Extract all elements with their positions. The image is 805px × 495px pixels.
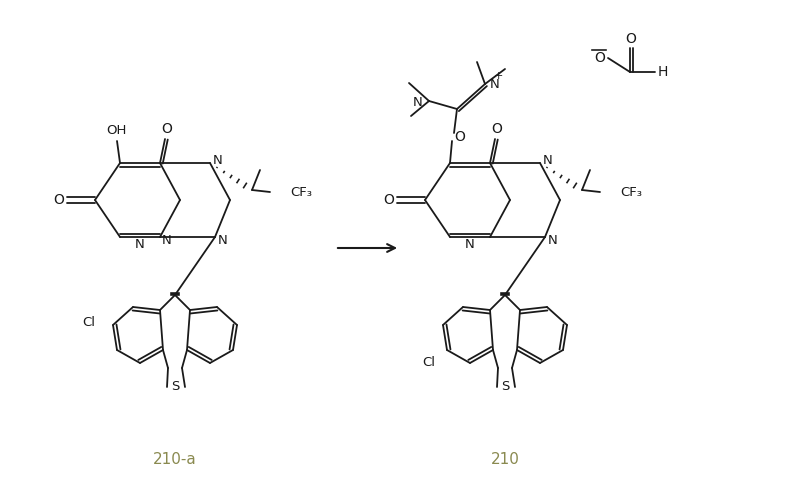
Text: S: S bbox=[501, 381, 510, 394]
Text: N: N bbox=[548, 235, 558, 248]
Text: N: N bbox=[490, 78, 500, 91]
Text: O: O bbox=[383, 193, 394, 207]
Text: O: O bbox=[625, 32, 637, 46]
Text: 210: 210 bbox=[490, 452, 519, 467]
Text: N: N bbox=[543, 154, 553, 167]
Text: O: O bbox=[162, 122, 172, 136]
Text: N: N bbox=[213, 154, 223, 167]
Text: O: O bbox=[455, 130, 465, 144]
Text: S: S bbox=[171, 381, 180, 394]
Text: Cl: Cl bbox=[422, 355, 435, 368]
Text: O: O bbox=[595, 51, 605, 65]
Text: N: N bbox=[412, 97, 422, 109]
Text: Cl: Cl bbox=[82, 316, 95, 330]
Text: N: N bbox=[465, 239, 475, 251]
Text: CF₃: CF₃ bbox=[620, 186, 642, 198]
Text: N: N bbox=[135, 239, 145, 251]
Text: OH: OH bbox=[105, 125, 126, 138]
Text: N: N bbox=[162, 235, 171, 248]
Text: O: O bbox=[492, 122, 502, 136]
Text: H: H bbox=[658, 65, 668, 79]
Text: 210-a: 210-a bbox=[153, 452, 197, 467]
Text: O: O bbox=[54, 193, 64, 207]
Text: CF₃: CF₃ bbox=[290, 186, 312, 198]
Text: +: + bbox=[493, 71, 502, 81]
Text: N: N bbox=[218, 235, 228, 248]
